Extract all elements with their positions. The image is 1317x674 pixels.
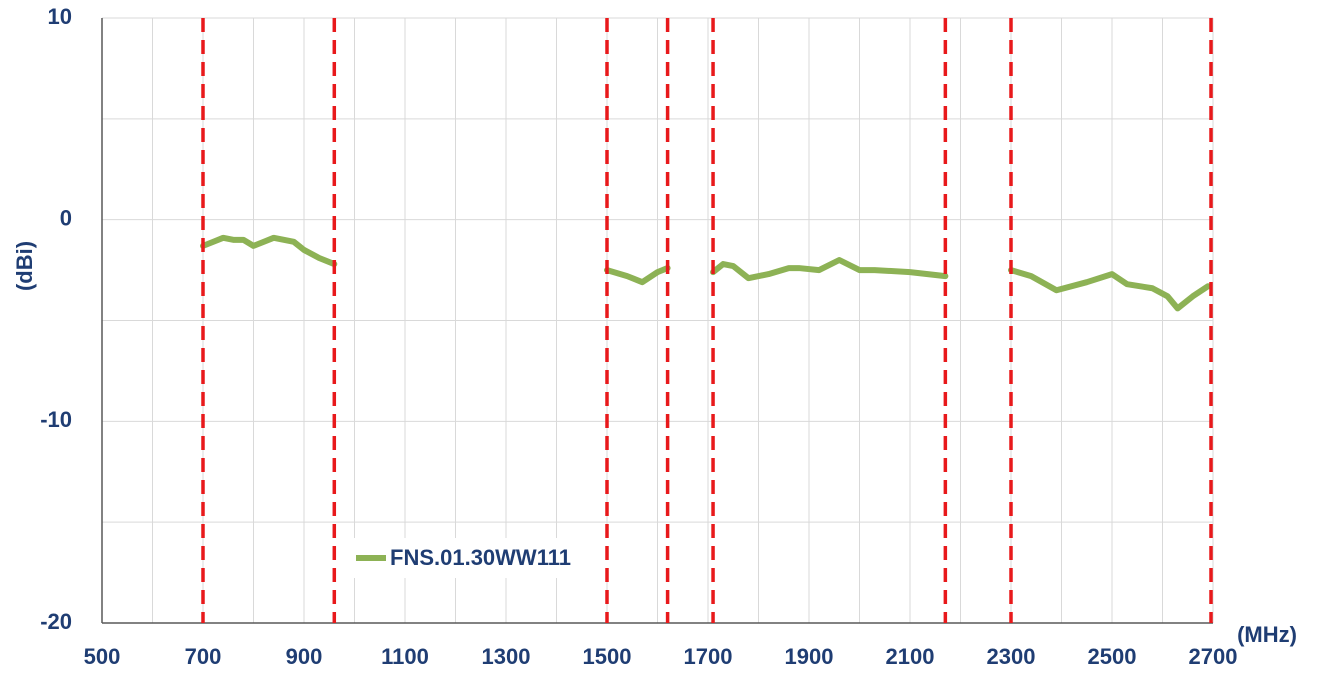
x-tick-label: 700 <box>185 644 222 669</box>
x-tick-label: 1500 <box>583 644 632 669</box>
x-tick-label: 1700 <box>684 644 733 669</box>
x-tick-label: 2100 <box>886 644 935 669</box>
x-tick-label: 1900 <box>785 644 834 669</box>
y-tick-label: -10 <box>40 407 72 432</box>
x-tick-label: 1100 <box>381 644 429 669</box>
x-tick-label: 500 <box>84 644 121 669</box>
x-tick-label: 2300 <box>987 644 1036 669</box>
legend-label: FNS.01.30WW111 <box>390 545 571 570</box>
y-tick-label: 10 <box>48 4 72 29</box>
line-series <box>200 234 1211 312</box>
x-tick-label: 2500 <box>1088 644 1137 669</box>
x-axis-label: (MHz) <box>1237 622 1297 647</box>
y-axis-label: (dBi) <box>12 241 37 291</box>
x-tick-label: 900 <box>286 644 323 669</box>
x-tick-label: 1300 <box>482 644 531 669</box>
x-tick-label: 2700 <box>1189 644 1238 669</box>
y-tick-label: -20 <box>40 609 72 634</box>
y-tick-label: 0 <box>60 205 72 230</box>
legend-box <box>344 538 644 578</box>
